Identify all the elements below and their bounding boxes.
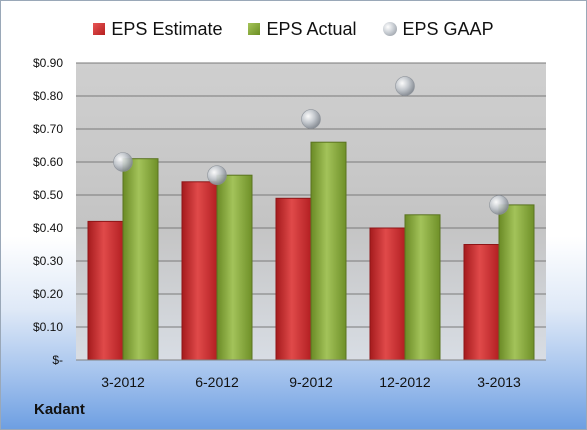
marker-eps-gaap: [301, 109, 321, 129]
marker-eps-gaap: [207, 165, 227, 185]
marker-eps-gaap: [395, 76, 415, 96]
x-tick-label: 3-2012: [101, 374, 145, 390]
bar-eps-estimate: [369, 227, 406, 361]
y-tick-label: $0.50: [33, 188, 63, 202]
y-tick-label: $0.60: [33, 155, 63, 169]
x-tick-label: 3-2013: [477, 374, 521, 390]
bar-eps-estimate: [275, 197, 312, 361]
bar-eps-estimate: [87, 220, 124, 361]
bar-eps-actual: [122, 158, 159, 361]
bar-eps-actual: [216, 174, 253, 361]
bar-eps-actual: [310, 141, 347, 361]
marker-eps-gaap: [489, 195, 509, 215]
x-tick-label: 9-2012: [289, 374, 333, 390]
y-tick-label: $0.40: [33, 221, 63, 235]
legend-label-eps-actual: EPS Actual: [266, 18, 357, 39]
y-tick-label: $0.10: [33, 320, 63, 334]
x-tick-label: 6-2012: [195, 374, 239, 390]
legend-item-eps-actual: EPS Actual: [248, 18, 357, 40]
bar-eps-estimate: [181, 181, 218, 361]
legend: EPS Estimate EPS Actual EPS GAAP: [1, 15, 586, 43]
y-tick-label: $0.90: [33, 56, 63, 70]
legend-swatch-eps-estimate: [93, 23, 106, 35]
legend-swatch-eps-actual: [248, 23, 261, 35]
legend-label-eps-estimate: EPS Estimate: [111, 18, 223, 39]
y-tick-label: $-: [52, 353, 63, 367]
x-tick-label: 12-2012: [379, 374, 431, 390]
company-name: Kadant: [34, 401, 85, 418]
legend-swatch-eps-gaap: [382, 22, 397, 36]
bar-eps-actual: [498, 204, 535, 361]
y-tick-label: $0.20: [33, 287, 63, 301]
bar-eps-actual: [404, 214, 441, 361]
y-tick-label: $0.70: [33, 122, 63, 136]
legend-label-eps-gaap: EPS GAAP: [402, 18, 494, 39]
y-tick-label: $0.80: [33, 89, 63, 103]
bar-eps-estimate: [463, 244, 500, 361]
legend-item-eps-estimate: EPS Estimate: [93, 19, 222, 40]
legend-item-eps-gaap: EPS GAAP: [382, 18, 494, 40]
marker-eps-gaap: [113, 152, 133, 172]
y-tick-label: $0.30: [33, 254, 63, 268]
